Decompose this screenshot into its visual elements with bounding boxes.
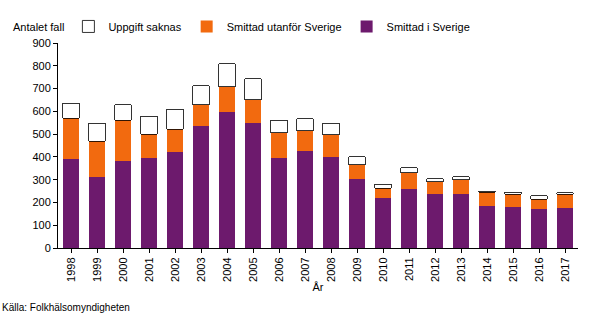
svg-text:1999: 1999: [91, 257, 103, 281]
svg-text:2005: 2005: [247, 257, 259, 281]
svg-text:2011: 2011: [403, 257, 415, 281]
svg-text:Smittad utanför Sverige: Smittad utanför Sverige: [227, 21, 342, 33]
svg-text:1998: 1998: [65, 257, 77, 281]
svg-text:900: 900: [32, 37, 50, 49]
svg-text:2003: 2003: [195, 257, 207, 281]
svg-text:700: 700: [32, 82, 50, 94]
svg-text:100: 100: [32, 219, 50, 231]
svg-text:2000: 2000: [117, 257, 129, 281]
svg-text:2014: 2014: [481, 257, 493, 281]
svg-text:2013: 2013: [455, 257, 467, 281]
svg-text:2007: 2007: [299, 257, 311, 281]
svg-text:Uppgift saknas: Uppgift saknas: [108, 21, 181, 33]
svg-text:2006: 2006: [273, 257, 285, 281]
svg-text:Källa: Folkhälsomyndigheten: Källa: Folkhälsomyndigheten: [2, 302, 130, 313]
svg-text:0: 0: [45, 242, 51, 254]
svg-text:2004: 2004: [221, 257, 233, 281]
svg-text:År: År: [313, 281, 324, 293]
svg-text:2010: 2010: [377, 257, 389, 281]
svg-text:2009: 2009: [351, 257, 363, 281]
svg-text:Antalet fall: Antalet fall: [13, 21, 64, 33]
svg-text:600: 600: [32, 105, 50, 117]
svg-text:200: 200: [32, 196, 50, 208]
svg-text:2001: 2001: [143, 257, 155, 281]
svg-text:500: 500: [32, 128, 50, 140]
svg-text:300: 300: [32, 174, 50, 186]
svg-text:2016: 2016: [533, 257, 545, 281]
svg-text:2017: 2017: [559, 257, 571, 281]
svg-text:2012: 2012: [429, 257, 441, 281]
svg-text:2002: 2002: [169, 257, 181, 281]
svg-text:2008: 2008: [325, 257, 337, 281]
svg-text:400: 400: [32, 151, 50, 163]
svg-text:800: 800: [32, 60, 50, 72]
svg-text:Smittad i Sverige: Smittad i Sverige: [387, 21, 470, 33]
svg-text:2015: 2015: [507, 257, 519, 281]
